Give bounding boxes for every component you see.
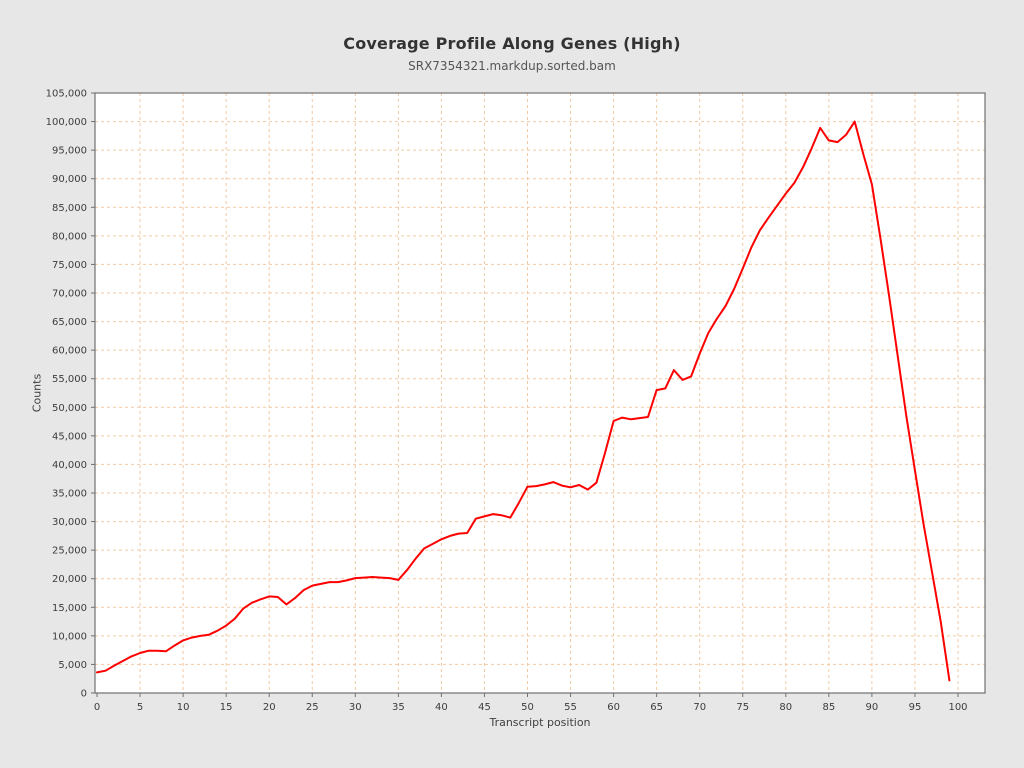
plot-background: [95, 93, 985, 693]
y-tick-label: 30,000: [52, 517, 87, 528]
x-tick-label: 20: [263, 702, 276, 713]
y-tick-label: 75,000: [52, 260, 87, 271]
y-tick-label: 50,000: [52, 403, 87, 414]
x-tick-label: 60: [607, 702, 620, 713]
y-tick-label: 0: [81, 689, 87, 700]
y-tick-label: 80,000: [52, 231, 87, 242]
coverage-line-series: [96, 120, 951, 682]
y-tick-label: 5,000: [58, 660, 87, 671]
y-tick-label: 20,000: [52, 574, 87, 585]
y-tick-label: 25,000: [52, 546, 87, 557]
x-tick-labels: 0 5 10 15 20 25 30 35 40 45 50 55 60 65 70 75 80 85 90 95 10…: [94, 702, 968, 713]
x-tick-label: 80: [779, 702, 792, 713]
tick-marks: [91, 92, 959, 697]
y-tick-label: 65,000: [52, 317, 87, 328]
x-tick-label: 90: [866, 702, 879, 713]
x-tick-label: 95: [909, 702, 922, 713]
x-tick-label: 70: [693, 702, 706, 713]
y-tick-label: 55,000: [52, 374, 87, 385]
y-tick-label: 70,000: [52, 289, 87, 300]
x-tick-label: 5: [137, 702, 143, 713]
x-tick-label: 75: [736, 702, 749, 713]
x-tick-label: 55: [564, 702, 577, 713]
y-tick-labels: 0 5,000 10,000 15,000 20,000 25,000 30,000 35,0…: [46, 89, 87, 700]
y-tick-label: 45,000: [52, 431, 87, 442]
y-tick-label: 10,000: [52, 631, 87, 642]
x-tick-label: 15: [220, 702, 233, 713]
gridlines: [95, 93, 985, 693]
y-tick-label: 90,000: [52, 174, 87, 185]
x-tick-label: 30: [349, 702, 362, 713]
x-tick-label: 10: [177, 702, 190, 713]
y-tick-label: 60,000: [52, 346, 87, 357]
x-tick-label: 45: [478, 702, 491, 713]
y-tick-label: 40,000: [52, 460, 87, 471]
y-tick-label: 85,000: [52, 203, 87, 214]
x-tick-label: 85: [822, 702, 835, 713]
x-tick-label: 40: [435, 702, 448, 713]
x-tick-label: 35: [392, 702, 405, 713]
x-tick-label: 50: [521, 702, 534, 713]
plot-frame: [94, 92, 986, 694]
y-tick-label: 105,000: [46, 89, 87, 100]
x-axis-label: Transcript position: [489, 716, 591, 729]
y-tick-label: 15,000: [52, 603, 87, 614]
chart-subtitle: SRX7354321.markdup.sorted.bam: [408, 59, 616, 73]
x-tick-label: 25: [306, 702, 319, 713]
x-tick-label: 0: [94, 702, 100, 713]
x-tick-label: 100: [948, 702, 967, 713]
y-tick-label: 35,000: [52, 489, 87, 500]
y-tick-label: 100,000: [46, 117, 87, 128]
y-tick-label: 95,000: [52, 146, 87, 157]
x-tick-label: 65: [650, 702, 663, 713]
chart-title: Coverage Profile Along Genes (High): [343, 34, 681, 53]
